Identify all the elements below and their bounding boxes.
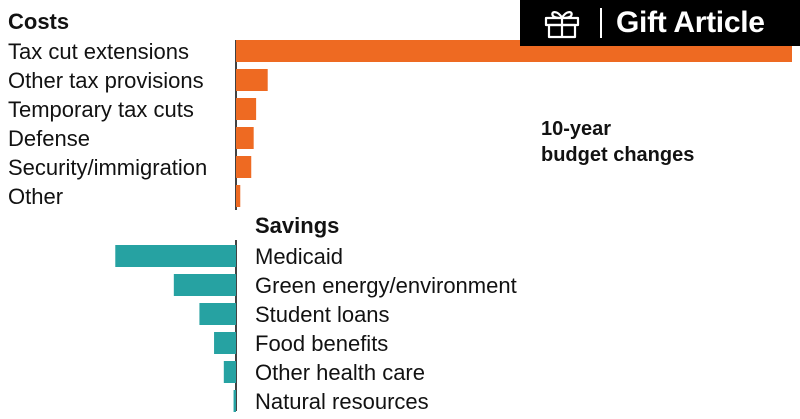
savings-bar-3	[214, 332, 236, 354]
chart-annotation-line-0: 10-year	[541, 118, 611, 140]
savings-label-1: Green energy/environment	[255, 273, 517, 298]
costs-bar-1	[236, 69, 268, 91]
savings-bar-0	[115, 245, 236, 267]
gift-article-label: Gift Article	[616, 6, 765, 39]
costs-label-5: Other	[8, 184, 63, 209]
costs-bar-2	[236, 98, 257, 120]
costs-bar-3	[236, 127, 254, 149]
gift-article-button[interactable]: Gift Article	[520, 0, 800, 46]
chart-annotation-line-1: budget changes	[541, 144, 694, 166]
savings-bar-5	[233, 390, 236, 412]
costs-bar-5	[236, 185, 241, 207]
savings-bar-1	[173, 274, 236, 296]
group-title-savings: Savings	[255, 213, 339, 238]
costs-label-3: Defense	[8, 126, 90, 151]
savings-label-4: Other health care	[255, 360, 425, 385]
savings-label-3: Food benefits	[255, 331, 388, 356]
savings-bar-2	[199, 303, 236, 325]
savings-label-2: Student loans	[255, 302, 390, 327]
savings-label-0: Medicaid	[255, 244, 343, 269]
savings-bar-4	[223, 361, 236, 383]
costs-label-4: Security/immigration	[8, 155, 207, 180]
gift-divider	[600, 8, 602, 38]
costs-label-1: Other tax provisions	[8, 68, 204, 93]
gift-icon	[544, 11, 580, 39]
costs-bar-4	[236, 156, 252, 178]
costs-label-0: Tax cut extensions	[8, 39, 189, 64]
savings-label-5: Natural resources	[255, 389, 429, 414]
group-title-costs: Costs	[8, 9, 69, 34]
costs-label-2: Temporary tax cuts	[8, 97, 194, 122]
